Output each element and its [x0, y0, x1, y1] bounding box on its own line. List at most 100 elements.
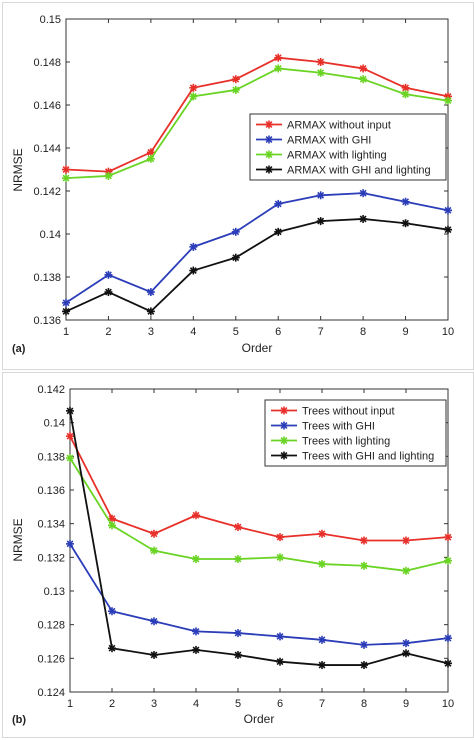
data-point — [234, 523, 242, 532]
series-line — [65, 67, 449, 179]
legend-item: Trees with GHI and lighting — [271, 451, 434, 463]
data-point — [108, 514, 116, 523]
data-point — [360, 661, 368, 670]
chart-panel-b: 1 2 3 4 5 6 7 8 9 10 0.124 0.126 0.128 0.13 0.132 0.134… — [11, 384, 454, 726]
legend-label: Trees with GHI and lighting — [302, 451, 434, 463]
y-tick-label: 0.142 — [37, 384, 65, 396]
y-tick-label: 0.146 — [33, 100, 61, 112]
y-tick-label: 0.138 — [33, 272, 61, 284]
legend-item: Trees with GHI — [271, 421, 375, 433]
data-point — [360, 640, 368, 649]
data-point — [108, 607, 116, 616]
x-axis-label: Order — [242, 341, 273, 355]
y-tick-label: 0.14 — [40, 229, 61, 241]
data-point — [66, 454, 74, 463]
data-point — [146, 148, 155, 157]
data-point — [62, 307, 70, 316]
data-point — [192, 555, 200, 564]
data-point — [360, 536, 368, 545]
x-tick-label: 4 — [190, 326, 196, 338]
y-tick-label: 0.13 — [44, 586, 65, 598]
legend-label: Trees with GHI — [302, 421, 375, 433]
x-axis-label: Order — [244, 712, 275, 726]
x-tick-label: 3 — [151, 698, 157, 710]
x-tick-label: 1 — [67, 698, 73, 710]
data-point — [359, 75, 368, 84]
x-tick-label: 1 — [63, 326, 69, 338]
data-point — [146, 288, 155, 297]
data-point — [62, 165, 70, 174]
legend-label: Trees with lighting — [302, 436, 390, 448]
data-point — [444, 225, 452, 234]
data-point — [316, 191, 325, 200]
legend-item: Trees without input — [271, 406, 395, 418]
data-point — [150, 546, 158, 555]
data-point — [316, 58, 325, 66]
data-point — [444, 206, 452, 215]
y-tick-label: 0.128 — [37, 620, 65, 632]
data-point — [231, 75, 240, 84]
legend-label: ARMAX with GHI — [287, 135, 371, 147]
data-point — [62, 174, 70, 183]
y-tick-label: 0.124 — [37, 687, 65, 699]
legend-item: ARMAX without input — [256, 120, 391, 132]
data-point — [104, 270, 113, 279]
data-point — [444, 556, 452, 565]
data-point — [318, 529, 326, 538]
data-point — [318, 635, 326, 644]
x-tick-label: 4 — [193, 698, 199, 710]
x-tick-label: 9 — [403, 698, 409, 710]
y-tick-label: 0.148 — [33, 57, 61, 69]
y-tick-label: 0.136 — [37, 485, 65, 497]
data-point — [234, 629, 242, 638]
data-point — [104, 288, 113, 297]
data-point — [189, 83, 198, 92]
panel-label: (a) — [12, 343, 26, 355]
series-line — [65, 192, 449, 304]
data-point — [274, 199, 283, 208]
data-point — [234, 650, 242, 659]
x-tick-label: 3 — [148, 326, 154, 338]
legend-marker — [280, 421, 288, 430]
x-tick-label: 6 — [277, 698, 283, 710]
data-point — [234, 555, 242, 564]
data-point — [274, 53, 283, 62]
data-point — [359, 214, 368, 223]
data-point — [444, 533, 452, 542]
legend-item: ARMAX with lighting — [256, 150, 387, 162]
y-tick-label: 0.138 — [37, 451, 65, 463]
x-tick-label: 8 — [360, 326, 366, 338]
data-point — [231, 85, 240, 94]
series-2 — [62, 189, 452, 307]
data-point — [150, 529, 158, 538]
data-point — [276, 533, 284, 542]
x-tick-label: 2 — [109, 698, 115, 710]
data-point — [66, 539, 74, 548]
data-point — [444, 634, 452, 643]
data-point — [444, 96, 452, 105]
legend-marker — [265, 150, 273, 159]
data-point — [150, 617, 158, 626]
legend-label: ARMAX with GHI and lighting — [287, 165, 431, 177]
y-tick-label: 0.15 — [40, 14, 61, 26]
x-tick-label: 8 — [361, 698, 367, 710]
data-point — [66, 432, 74, 441]
data-point — [401, 197, 410, 206]
data-point — [360, 561, 368, 570]
series-4 — [66, 406, 452, 670]
data-point — [402, 649, 410, 658]
data-point — [276, 632, 284, 641]
y-tick-label: 0.134 — [37, 519, 65, 531]
series-4 — [62, 214, 452, 316]
data-point — [146, 154, 155, 163]
data-point — [274, 227, 283, 236]
data-point — [444, 659, 452, 668]
legend-label: ARMAX without input — [287, 120, 391, 132]
x-tick-label: 7 — [319, 698, 325, 710]
x-tick-label: 2 — [105, 326, 111, 338]
series-line — [65, 218, 449, 313]
data-point — [318, 661, 326, 670]
y-tick-label: 0.144 — [33, 143, 61, 155]
x-tick-label: 5 — [235, 698, 241, 710]
